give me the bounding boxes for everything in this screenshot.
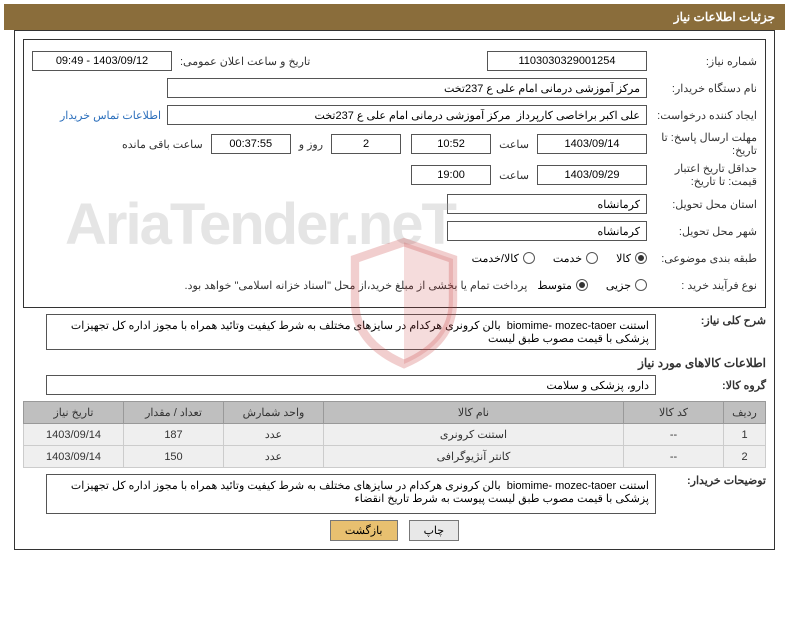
buyer-notes-textarea [46,474,656,514]
deadline-date-field [537,134,647,154]
th-code: کد کالا [624,402,724,424]
details-panel: شماره نیاز: تاریخ و ساعت اعلان عمومی: نا… [23,39,766,308]
print-button[interactable]: چاپ [409,520,460,541]
time-label-1: ساعت [491,138,537,151]
category-label: طبقه بندی موضوعی: [647,252,757,265]
time-remain-field [211,134,291,154]
th-name: نام کالا [324,402,624,424]
th-unit: واحد شمارش [224,402,324,424]
city-field [447,221,647,241]
remain-label: ساعت باقی مانده [114,138,211,151]
radio-medium[interactable]: متوسط [537,279,588,292]
validity-label: حداقل تاریخ اعتبار قیمت: تا تاریخ: [647,162,757,188]
buyer-label: نام دستگاه خریدار: [647,82,757,95]
requester-field [167,105,647,125]
deadline-time-field [411,134,491,154]
group-label: گروه کالا: [656,379,766,392]
back-button[interactable]: بازگشت [330,520,398,541]
radio-goods[interactable]: کالا [616,252,647,265]
need-no-field [487,51,647,71]
time-label-2: ساعت [491,169,537,182]
buyer-field [167,78,647,98]
process-label: نوع فرآیند خرید : [647,279,757,292]
city-label: شهر محل تحویل: [647,225,757,238]
validity-date-field [537,165,647,185]
radio-service[interactable]: خدمت [553,252,598,265]
days-label: روز و [291,138,331,151]
desc-label: شرح کلی نیاز: [656,314,766,327]
requester-label: ایجاد کننده درخواست: [647,109,757,122]
radio-both[interactable]: کالا/خدمت [472,252,535,265]
table-row: 2--کانتر آنژیوگرافیعدد1501403/09/14 [24,446,766,468]
announce-field [32,51,172,71]
items-table: ردیف کد کالا نام کالا واحد شمارش تعداد /… [23,401,766,468]
th-qty: تعداد / مقدار [124,402,224,424]
buyer-notes-label: توضیحات خریدار: [656,474,766,487]
buyer-contact-link[interactable]: اطلاعات تماس خریدار [60,109,161,122]
need-no-label: شماره نیاز: [647,55,757,68]
th-date: تاریخ نیاز [24,402,124,424]
province-label: استان محل تحویل: [647,198,757,211]
deadline-label: مهلت ارسال پاسخ: تا تاریخ: [647,131,757,157]
outer-panel: AriaTender.neT شماره نیاز: تاریخ و ساعت … [14,30,775,550]
items-section-title: اطلاعات کالاهای مورد نیاز [23,356,766,370]
panel-header: جزئیات اطلاعات نیاز [4,4,785,30]
announce-label: تاریخ و ساعت اعلان عمومی: [172,55,318,68]
table-row: 1--استنت کرونریعدد1871403/09/14 [24,424,766,446]
days-remain-field [331,134,401,154]
validity-time-field [411,165,491,185]
th-row: ردیف [724,402,766,424]
radio-small[interactable]: جزیی [606,279,647,292]
payment-note: پرداخت تمام یا بخشی از مبلغ خرید،از محل … [185,279,528,292]
group-field [46,375,656,395]
desc-textarea [46,314,656,350]
province-field [447,194,647,214]
